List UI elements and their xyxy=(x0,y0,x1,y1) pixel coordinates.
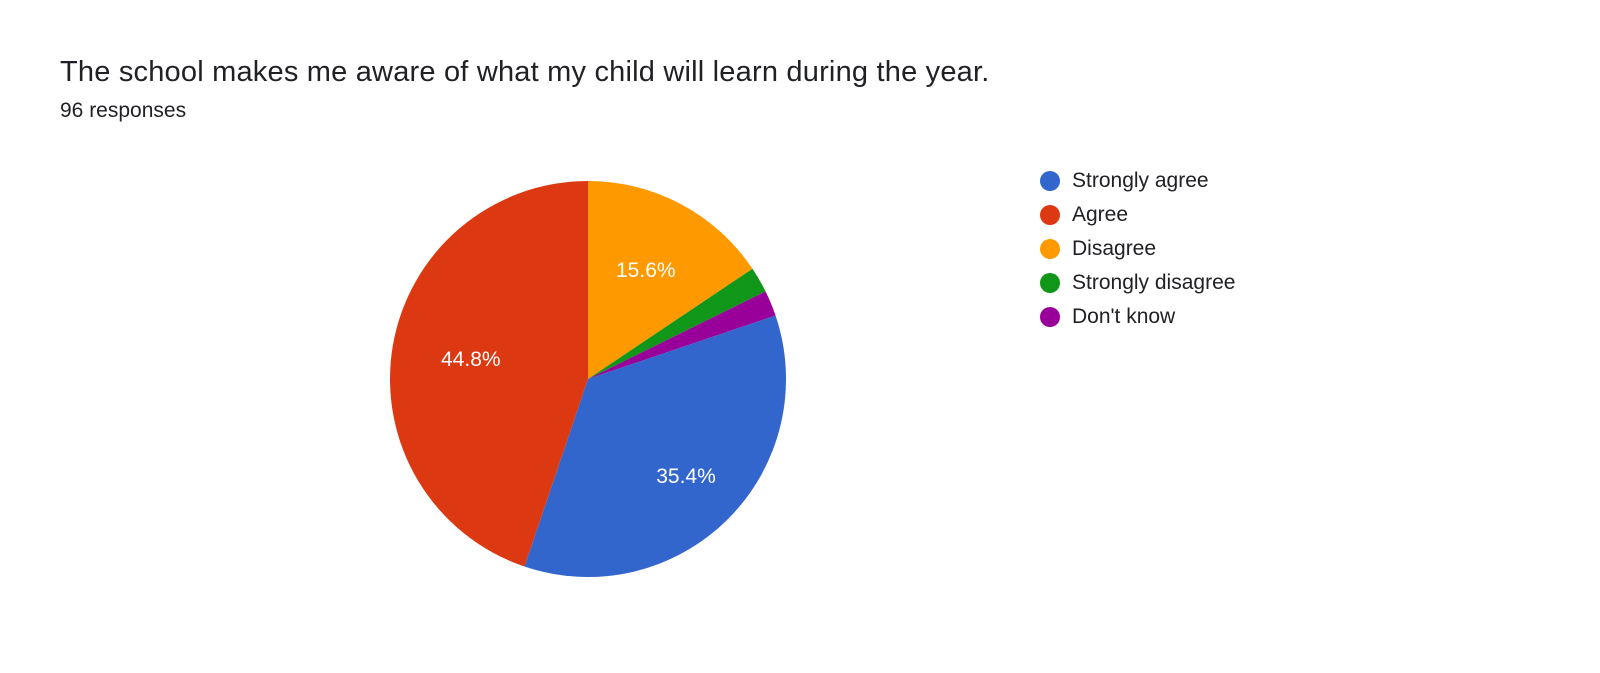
legend-swatch xyxy=(1040,307,1060,327)
legend-swatch xyxy=(1040,205,1060,225)
chart-area: 15.6%35.4%44.8% Strongly agree Agree Disag… xyxy=(60,123,1540,643)
chart-card: The school makes me aware of what my chi… xyxy=(0,0,1600,643)
legend-label: Strongly disagree xyxy=(1072,271,1235,295)
legend-item[interactable]: Strongly agree xyxy=(1040,169,1235,193)
legend-item[interactable]: Strongly disagree xyxy=(1040,271,1235,295)
legend-swatch xyxy=(1040,273,1060,293)
legend: Strongly agree Agree Disagree Strongly disa… xyxy=(1040,169,1235,339)
legend-item[interactable]: Don't know xyxy=(1040,305,1235,329)
legend-label: Agree xyxy=(1072,203,1128,227)
legend-swatch xyxy=(1040,239,1060,259)
pie-chart: 15.6%35.4%44.8% xyxy=(390,181,786,577)
legend-swatch xyxy=(1040,171,1060,191)
legend-label: Don't know xyxy=(1072,305,1175,329)
legend-item[interactable]: Disagree xyxy=(1040,237,1235,261)
chart-title: The school makes me aware of what my chi… xyxy=(60,56,1540,89)
response-count: 96 responses xyxy=(60,99,1540,123)
legend-item[interactable]: Agree xyxy=(1040,203,1235,227)
legend-label: Disagree xyxy=(1072,237,1156,261)
legend-label: Strongly agree xyxy=(1072,169,1209,193)
